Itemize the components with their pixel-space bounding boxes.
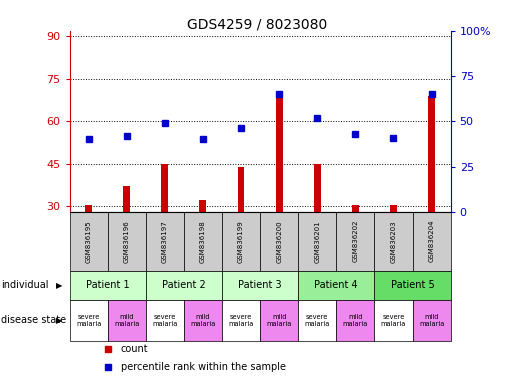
Bar <box>146 212 184 271</box>
Bar <box>428 96 435 212</box>
Bar <box>374 212 413 271</box>
Bar <box>199 200 207 212</box>
Text: GSM836199: GSM836199 <box>238 220 244 263</box>
Text: GSM836202: GSM836202 <box>352 220 358 262</box>
Bar <box>374 300 413 341</box>
Text: ▶: ▶ <box>56 316 63 325</box>
Text: mild
malaria: mild malaria <box>266 314 292 327</box>
Text: mild
malaria: mild malaria <box>114 314 140 327</box>
Bar <box>390 205 397 212</box>
Bar <box>85 205 92 212</box>
Text: GDS4259 / 8023080: GDS4259 / 8023080 <box>187 17 328 31</box>
Text: GSM836200: GSM836200 <box>276 220 282 263</box>
Bar <box>276 96 283 212</box>
Text: GSM836203: GSM836203 <box>390 220 397 263</box>
Bar <box>108 300 146 341</box>
Text: GSM836204: GSM836204 <box>428 220 435 262</box>
Bar <box>413 300 451 341</box>
Text: count: count <box>121 344 149 354</box>
Text: severe
malaria: severe malaria <box>304 314 330 327</box>
Bar <box>146 300 184 341</box>
Text: severe
malaria: severe malaria <box>76 314 101 327</box>
Bar <box>222 271 298 300</box>
Text: percentile rank within the sample: percentile rank within the sample <box>121 362 286 372</box>
Bar <box>146 271 222 300</box>
Bar <box>70 300 108 341</box>
Bar <box>298 212 336 271</box>
Bar <box>184 212 222 271</box>
Text: Patient 1: Patient 1 <box>86 280 129 290</box>
Bar <box>237 167 245 212</box>
Text: Patient 4: Patient 4 <box>315 280 358 290</box>
Bar <box>336 300 374 341</box>
Text: GSM836197: GSM836197 <box>162 220 168 263</box>
Bar <box>161 164 168 212</box>
Text: GSM836198: GSM836198 <box>200 220 206 263</box>
Text: Patient 2: Patient 2 <box>162 280 205 290</box>
Text: mild
malaria: mild malaria <box>342 314 368 327</box>
Bar <box>108 212 146 271</box>
Text: severe
malaria: severe malaria <box>152 314 178 327</box>
Text: disease state: disease state <box>1 315 66 325</box>
Text: mild
malaria: mild malaria <box>190 314 216 327</box>
Bar <box>260 212 298 271</box>
Text: individual: individual <box>1 280 48 290</box>
Text: severe
malaria: severe malaria <box>381 314 406 327</box>
Text: GSM836201: GSM836201 <box>314 220 320 263</box>
Bar <box>70 212 108 271</box>
Bar <box>70 271 146 300</box>
Bar <box>314 164 321 212</box>
Text: ▶: ▶ <box>56 281 63 290</box>
Text: severe
malaria: severe malaria <box>228 314 254 327</box>
Text: GSM836196: GSM836196 <box>124 220 130 263</box>
Text: mild
malaria: mild malaria <box>419 314 444 327</box>
Bar <box>298 300 336 341</box>
Bar <box>374 271 451 300</box>
Bar <box>184 300 222 341</box>
Text: Patient 5: Patient 5 <box>391 280 434 290</box>
Text: GSM836195: GSM836195 <box>85 220 92 263</box>
Bar <box>413 212 451 271</box>
Text: Patient 3: Patient 3 <box>238 280 282 290</box>
Bar <box>298 271 374 300</box>
Bar <box>336 212 374 271</box>
Bar <box>222 300 260 341</box>
Bar <box>260 300 298 341</box>
Bar <box>222 212 260 271</box>
Bar <box>352 205 359 212</box>
Bar <box>123 186 130 212</box>
